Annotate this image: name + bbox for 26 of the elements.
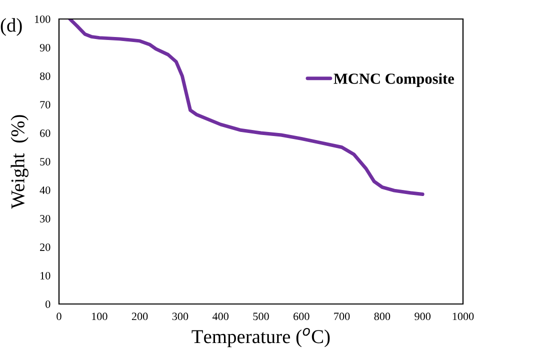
y-tick-label: 100 [34, 15, 50, 23]
y-tick-label: 80 [40, 72, 50, 80]
y-tick-label: 50 [40, 158, 50, 166]
x-tick-label: 100 [92, 312, 108, 320]
y-tick-label: 10 [40, 272, 50, 280]
x-tick-label: 900 [414, 312, 431, 320]
y-tick-label: 70 [40, 100, 50, 108]
x-tick-label: 300 [172, 312, 188, 320]
x-tick-label: 400 [212, 312, 229, 320]
x-tick-label: 600 [294, 312, 310, 320]
x-tick-label: 200 [132, 312, 148, 320]
x-tick-label: 1000 [452, 312, 474, 320]
y-axis-title: Weight (%) [10, 115, 28, 209]
y-tick-label: 30 [40, 214, 50, 222]
x-tick-label: 0 [56, 312, 62, 320]
x-tick-label: 500 [253, 312, 269, 320]
text: (d) [0, 18, 22, 36]
y-tick-label: 60 [40, 129, 50, 137]
x-tick-label: 800 [374, 312, 390, 320]
legend-label: MCNC Composite [334, 73, 454, 87]
y-tick-label: 40 [40, 186, 50, 194]
x-axis-title: Temperature ($^{o}$C) [192, 328, 330, 348]
y-tick-label: 0 [46, 300, 50, 308]
y-tick-label: 20 [40, 243, 50, 251]
y-tick-label: 90 [40, 44, 50, 52]
x-tick-label: 700 [334, 312, 350, 320]
